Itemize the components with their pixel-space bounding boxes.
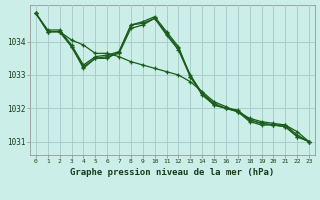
- X-axis label: Graphe pression niveau de la mer (hPa): Graphe pression niveau de la mer (hPa): [70, 168, 275, 177]
